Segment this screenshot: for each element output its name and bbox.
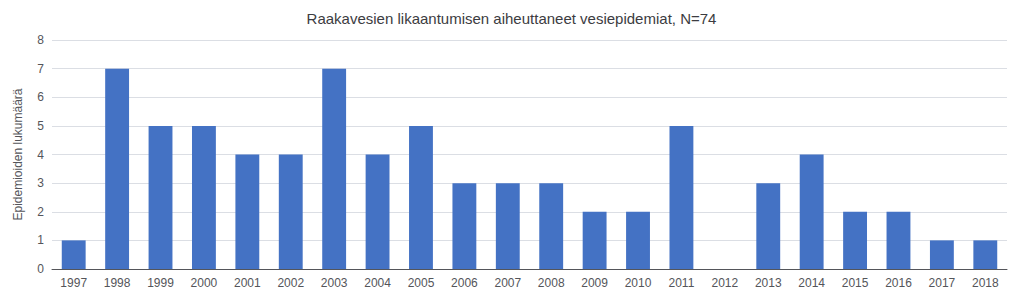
svg-text:4: 4 <box>37 148 44 162</box>
svg-text:2017: 2017 <box>929 276 956 290</box>
svg-text:1997: 1997 <box>60 276 87 290</box>
svg-text:2012: 2012 <box>711 276 738 290</box>
svg-text:2001: 2001 <box>234 276 261 290</box>
svg-text:2016: 2016 <box>885 276 912 290</box>
svg-text:2000: 2000 <box>191 276 218 290</box>
svg-text:2002: 2002 <box>277 276 304 290</box>
svg-text:2015: 2015 <box>842 276 869 290</box>
svg-text:2005: 2005 <box>408 276 435 290</box>
svg-text:Epidemioiden lukumäärä: Epidemioiden lukumäärä <box>11 88 25 220</box>
svg-text:2007: 2007 <box>494 276 521 290</box>
svg-text:2006: 2006 <box>451 276 478 290</box>
svg-text:3: 3 <box>37 176 44 190</box>
svg-text:2004: 2004 <box>364 276 391 290</box>
svg-text:5: 5 <box>37 119 44 133</box>
svg-text:2008: 2008 <box>538 276 565 290</box>
svg-text:2: 2 <box>37 205 44 219</box>
svg-text:2009: 2009 <box>581 276 608 290</box>
svg-text:2013: 2013 <box>755 276 782 290</box>
svg-text:8: 8 <box>37 33 44 47</box>
svg-text:7: 7 <box>37 62 44 76</box>
svg-text:Raakavesien likaantumisen aihe: Raakavesien likaantumisen aiheuttaneet v… <box>307 10 717 27</box>
svg-text:2011: 2011 <box>669 276 695 290</box>
svg-text:2018: 2018 <box>972 276 999 290</box>
svg-text:2014: 2014 <box>798 276 825 290</box>
svg-text:1: 1 <box>37 233 44 247</box>
svg-text:0: 0 <box>37 262 44 276</box>
svg-text:2003: 2003 <box>321 276 348 290</box>
svg-text:6: 6 <box>37 90 44 104</box>
svg-text:1998: 1998 <box>104 276 131 290</box>
svg-text:1999: 1999 <box>147 276 174 290</box>
svg-text:2010: 2010 <box>625 276 652 290</box>
